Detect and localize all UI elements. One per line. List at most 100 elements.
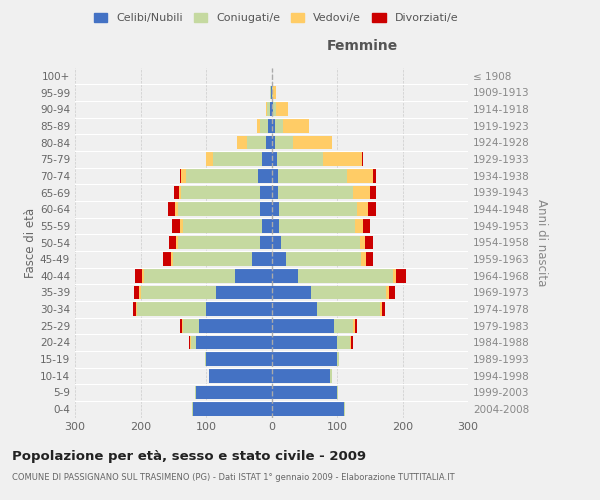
Bar bbox=[280, 202, 356, 216]
Bar bbox=[368, 202, 376, 216]
Bar bbox=[181, 186, 260, 200]
Bar bbox=[216, 286, 271, 300]
Bar bbox=[355, 319, 356, 332]
Bar bbox=[187, 169, 259, 182]
Bar bbox=[337, 352, 339, 366]
Bar bbox=[278, 169, 347, 182]
Bar bbox=[178, 236, 260, 250]
Bar bbox=[271, 402, 344, 416]
Bar bbox=[140, 286, 216, 300]
Bar bbox=[271, 236, 281, 250]
Bar bbox=[271, 286, 311, 300]
Bar bbox=[182, 319, 183, 332]
Bar bbox=[271, 319, 334, 332]
Bar bbox=[180, 219, 183, 232]
Bar bbox=[365, 236, 373, 250]
Bar bbox=[389, 286, 395, 300]
Bar bbox=[271, 186, 278, 200]
Bar bbox=[135, 269, 142, 282]
Bar bbox=[360, 236, 365, 250]
Bar bbox=[262, 219, 271, 232]
Bar bbox=[260, 236, 271, 250]
Bar bbox=[367, 252, 373, 266]
Bar bbox=[271, 219, 280, 232]
Bar bbox=[144, 269, 235, 282]
Bar bbox=[209, 369, 271, 382]
Bar bbox=[267, 102, 270, 116]
Bar bbox=[386, 286, 389, 300]
Bar bbox=[176, 236, 178, 250]
Bar bbox=[270, 102, 271, 116]
Bar bbox=[172, 219, 180, 232]
Bar bbox=[373, 169, 376, 182]
Bar bbox=[196, 336, 271, 349]
Bar bbox=[370, 186, 376, 200]
Bar bbox=[271, 336, 337, 349]
Bar bbox=[252, 252, 271, 266]
Bar bbox=[275, 136, 293, 149]
Bar bbox=[190, 336, 191, 349]
Bar bbox=[323, 152, 362, 166]
Bar bbox=[179, 186, 181, 200]
Bar bbox=[142, 269, 144, 282]
Bar bbox=[271, 369, 331, 382]
Bar bbox=[199, 319, 271, 332]
Bar bbox=[344, 402, 345, 416]
Bar bbox=[180, 169, 181, 182]
Bar bbox=[163, 252, 171, 266]
Bar bbox=[191, 336, 196, 349]
Bar bbox=[350, 336, 352, 349]
Bar bbox=[273, 86, 276, 100]
Bar bbox=[271, 86, 272, 100]
Bar bbox=[337, 386, 338, 400]
Bar bbox=[168, 202, 175, 216]
Bar bbox=[281, 236, 360, 250]
Bar bbox=[355, 219, 362, 232]
Bar bbox=[191, 402, 193, 416]
Bar bbox=[283, 119, 309, 132]
Bar bbox=[193, 402, 271, 416]
Bar bbox=[353, 319, 355, 332]
Bar bbox=[317, 302, 380, 316]
Bar bbox=[175, 202, 178, 216]
Bar bbox=[380, 302, 382, 316]
Bar bbox=[298, 269, 392, 282]
Bar bbox=[259, 169, 271, 182]
Text: Popolazione per età, sesso e stato civile - 2009: Popolazione per età, sesso e stato civil… bbox=[12, 450, 366, 463]
Bar bbox=[362, 219, 370, 232]
Bar bbox=[206, 152, 212, 166]
Bar bbox=[271, 152, 277, 166]
Bar bbox=[260, 186, 271, 200]
Bar bbox=[212, 152, 262, 166]
Bar bbox=[257, 119, 260, 132]
Bar bbox=[337, 336, 350, 349]
Bar bbox=[136, 302, 137, 316]
Bar bbox=[334, 319, 353, 332]
Bar bbox=[169, 236, 176, 250]
Bar bbox=[271, 202, 280, 216]
Bar bbox=[396, 269, 406, 282]
Bar bbox=[266, 136, 271, 149]
Bar bbox=[271, 69, 272, 82]
Bar bbox=[275, 119, 283, 132]
Bar bbox=[293, 136, 332, 149]
Bar bbox=[271, 386, 337, 400]
Bar bbox=[178, 202, 260, 216]
Bar bbox=[183, 219, 262, 232]
Bar bbox=[137, 302, 206, 316]
Bar bbox=[206, 352, 271, 366]
Bar bbox=[347, 169, 373, 182]
Bar bbox=[271, 169, 278, 182]
Bar bbox=[361, 252, 367, 266]
Bar bbox=[205, 352, 206, 366]
Bar bbox=[171, 252, 173, 266]
Bar bbox=[271, 269, 298, 282]
Bar bbox=[260, 119, 268, 132]
Bar bbox=[286, 252, 361, 266]
Bar bbox=[181, 319, 182, 332]
Bar bbox=[268, 119, 271, 132]
Bar bbox=[356, 202, 368, 216]
Bar bbox=[271, 302, 317, 316]
Bar bbox=[271, 252, 286, 266]
Bar bbox=[173, 252, 252, 266]
